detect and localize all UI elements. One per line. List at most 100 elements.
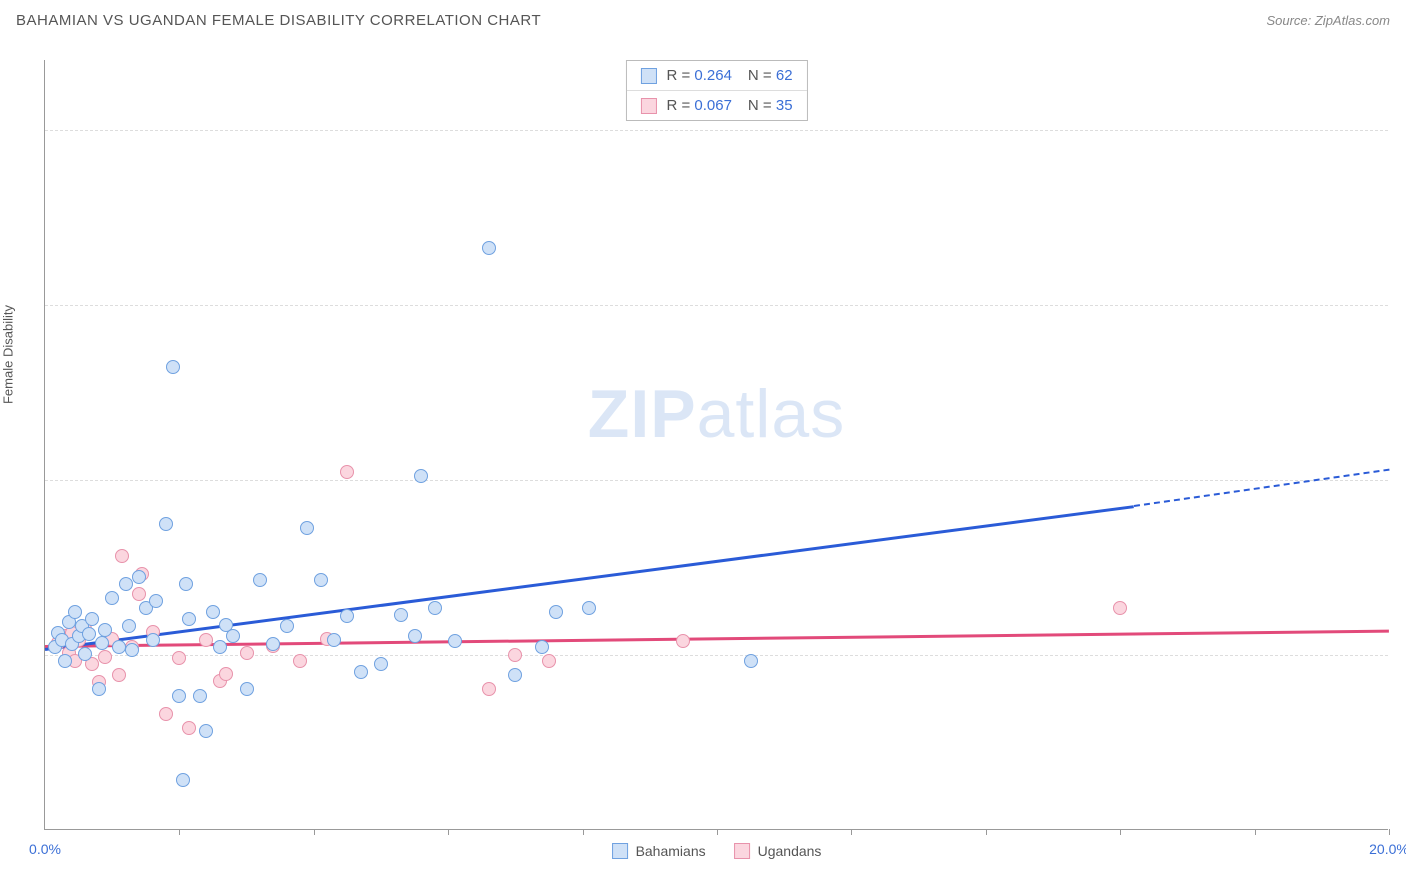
stats-row-pink: R = 0.067 N = 35 [626,90,806,120]
scatter-plot-area: ZIPatlas R = 0.264 N = 62 R = 0.067 N = … [44,60,1388,830]
data-point-pink [172,651,186,665]
xtick [1120,829,1121,835]
xtick-label-right: 20.0% [1369,841,1406,857]
source-attribution: Source: ZipAtlas.com [1266,13,1390,28]
data-point-blue [314,573,328,587]
data-point-blue [146,633,160,647]
data-point-blue [119,577,133,591]
data-point-pink [132,587,146,601]
data-point-blue [78,647,92,661]
data-point-blue [448,634,462,648]
data-point-blue [582,601,596,615]
trend-line [45,505,1134,650]
xtick [851,829,852,835]
xtick [179,829,180,835]
data-point-blue [213,640,227,654]
y-axis-label: Female Disability [1,305,16,404]
data-point-blue [105,591,119,605]
legend-item-pink: Ugandans [734,843,822,859]
series-legend: Bahamians Ugandans [612,843,822,859]
xtick [986,829,987,835]
data-point-pink [159,707,173,721]
data-point-blue [414,469,428,483]
data-point-pink [676,634,690,648]
n-pink: 35 [776,97,793,114]
xtick [717,829,718,835]
data-point-blue [85,612,99,626]
data-point-blue [253,573,267,587]
data-point-blue [300,521,314,535]
r-blue: 0.264 [694,67,732,84]
data-point-blue [112,640,126,654]
swatch-blue [640,68,656,84]
data-point-pink [219,667,233,681]
data-point-blue [280,619,294,633]
data-point-blue [193,689,207,703]
legend-swatch-pink [734,843,750,859]
data-point-blue [166,360,180,374]
data-point-pink [293,654,307,668]
data-point-blue [68,605,82,619]
data-point-blue [408,629,422,643]
gridline [45,305,1388,306]
data-point-blue [182,612,196,626]
xtick [1389,829,1390,835]
data-point-pink [112,668,126,682]
data-point-blue [206,605,220,619]
data-point-pink [182,721,196,735]
data-point-pink [115,549,129,563]
legend-label-blue: Bahamians [636,843,706,859]
data-point-pink [199,633,213,647]
data-point-blue [508,668,522,682]
watermark: ZIPatlas [588,375,845,453]
xtick [448,829,449,835]
data-point-blue [240,682,254,696]
data-point-blue [374,657,388,671]
legend-swatch-blue [612,843,628,859]
data-point-blue [354,665,368,679]
gridline [45,130,1388,131]
data-point-blue [122,619,136,633]
data-point-blue [549,605,563,619]
data-point-blue [176,773,190,787]
gridline [45,480,1388,481]
xtick-label-left: 0.0% [29,841,61,857]
legend-item-blue: Bahamians [612,843,706,859]
data-point-pink [340,465,354,479]
data-point-blue [199,724,213,738]
correlation-stats-legend: R = 0.264 N = 62 R = 0.067 N = 35 [625,60,807,121]
data-point-blue [125,643,139,657]
data-point-blue [179,577,193,591]
data-point-pink [240,646,254,660]
data-point-blue [58,654,72,668]
legend-label-pink: Ugandans [758,843,822,859]
data-point-blue [482,241,496,255]
data-point-pink [508,648,522,662]
stats-row-blue: R = 0.264 N = 62 [626,61,806,90]
n-blue: 62 [776,67,793,84]
data-point-blue [132,570,146,584]
data-point-pink [542,654,556,668]
data-point-pink [98,650,112,664]
data-point-blue [327,633,341,647]
data-point-blue [266,637,280,651]
data-point-blue [394,608,408,622]
data-point-pink [482,682,496,696]
data-point-pink [1113,601,1127,615]
data-point-blue [340,609,354,623]
swatch-pink [640,98,656,114]
data-point-blue [159,517,173,531]
data-point-blue [149,594,163,608]
data-point-blue [535,640,549,654]
data-point-blue [92,682,106,696]
data-point-blue [172,689,186,703]
xtick [583,829,584,835]
data-point-blue [744,654,758,668]
xtick [314,829,315,835]
data-point-blue [428,601,442,615]
data-point-blue [95,636,109,650]
chart-title: BAHAMIAN VS UGANDAN FEMALE DISABILITY CO… [16,12,541,29]
xtick [1255,829,1256,835]
data-point-blue [98,623,112,637]
data-point-blue [226,629,240,643]
